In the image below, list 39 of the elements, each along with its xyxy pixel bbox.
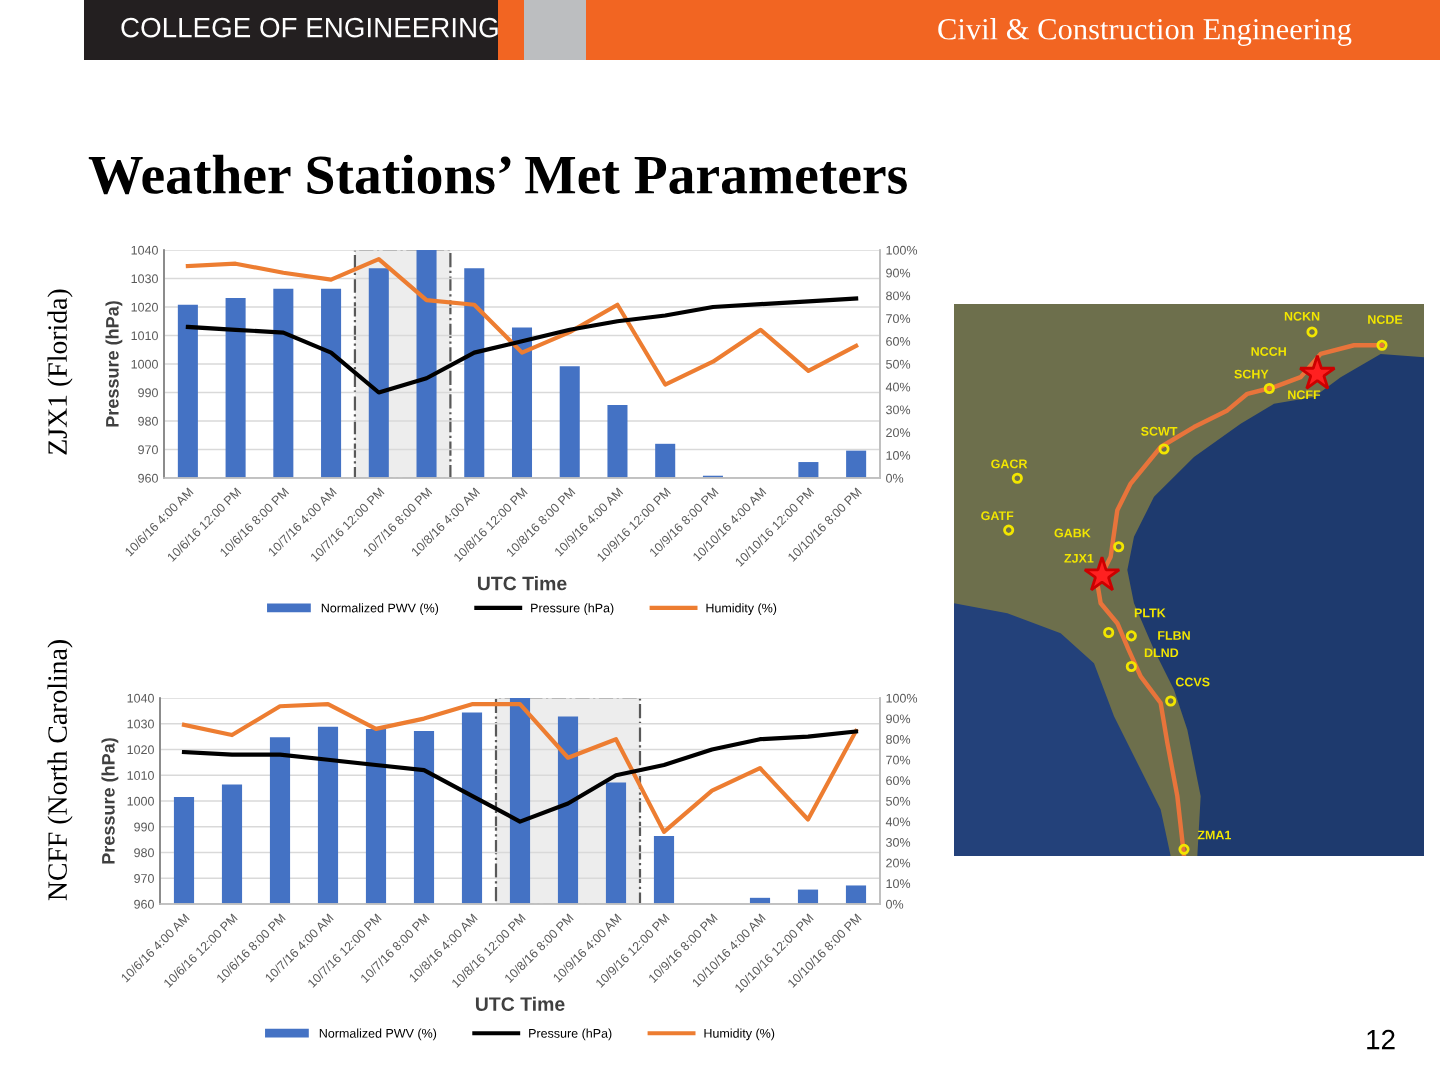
bar <box>798 462 819 478</box>
text: Weather Stations’ Met Parameters <box>88 154 907 195</box>
bar <box>413 730 435 904</box>
bar <box>368 268 389 478</box>
x-axis-title: UTC Time <box>475 996 565 1011</box>
bar <box>511 327 533 478</box>
bar <box>461 712 483 904</box>
bar <box>321 288 342 478</box>
x-axis-title: UTC Time <box>477 576 567 591</box>
bar <box>845 885 867 904</box>
bar <box>653 836 675 904</box>
bar <box>177 304 198 478</box>
bar <box>221 784 243 904</box>
text: ZJX1 (Florida) <box>47 289 73 455</box>
bar <box>605 782 627 904</box>
bar <box>416 250 437 478</box>
text: COLLEGE OF ENGINEERING <box>121 17 498 38</box>
text: Civil & Construction Engineering <box>938 18 1352 46</box>
bar <box>557 716 579 904</box>
bar <box>365 728 387 904</box>
bar <box>464 268 485 478</box>
text: 12 <box>1367 1029 1395 1050</box>
bar <box>655 443 676 478</box>
bar <box>509 698 531 904</box>
bar <box>273 288 294 478</box>
line-series <box>181 702 859 834</box>
y-axis-title: Pressure (hPa) <box>105 301 123 427</box>
y-axis-title: Pressure (hPa) <box>101 738 119 864</box>
bar <box>173 796 195 904</box>
bar <box>846 450 867 478</box>
bar <box>317 726 339 904</box>
line-series <box>185 296 859 395</box>
line-series <box>181 729 859 824</box>
bar <box>559 366 580 478</box>
bar <box>225 297 246 478</box>
line-series <box>185 257 859 387</box>
bar <box>269 737 291 904</box>
bar <box>607 405 628 478</box>
text: NCFF (North Carolina) <box>47 640 73 901</box>
